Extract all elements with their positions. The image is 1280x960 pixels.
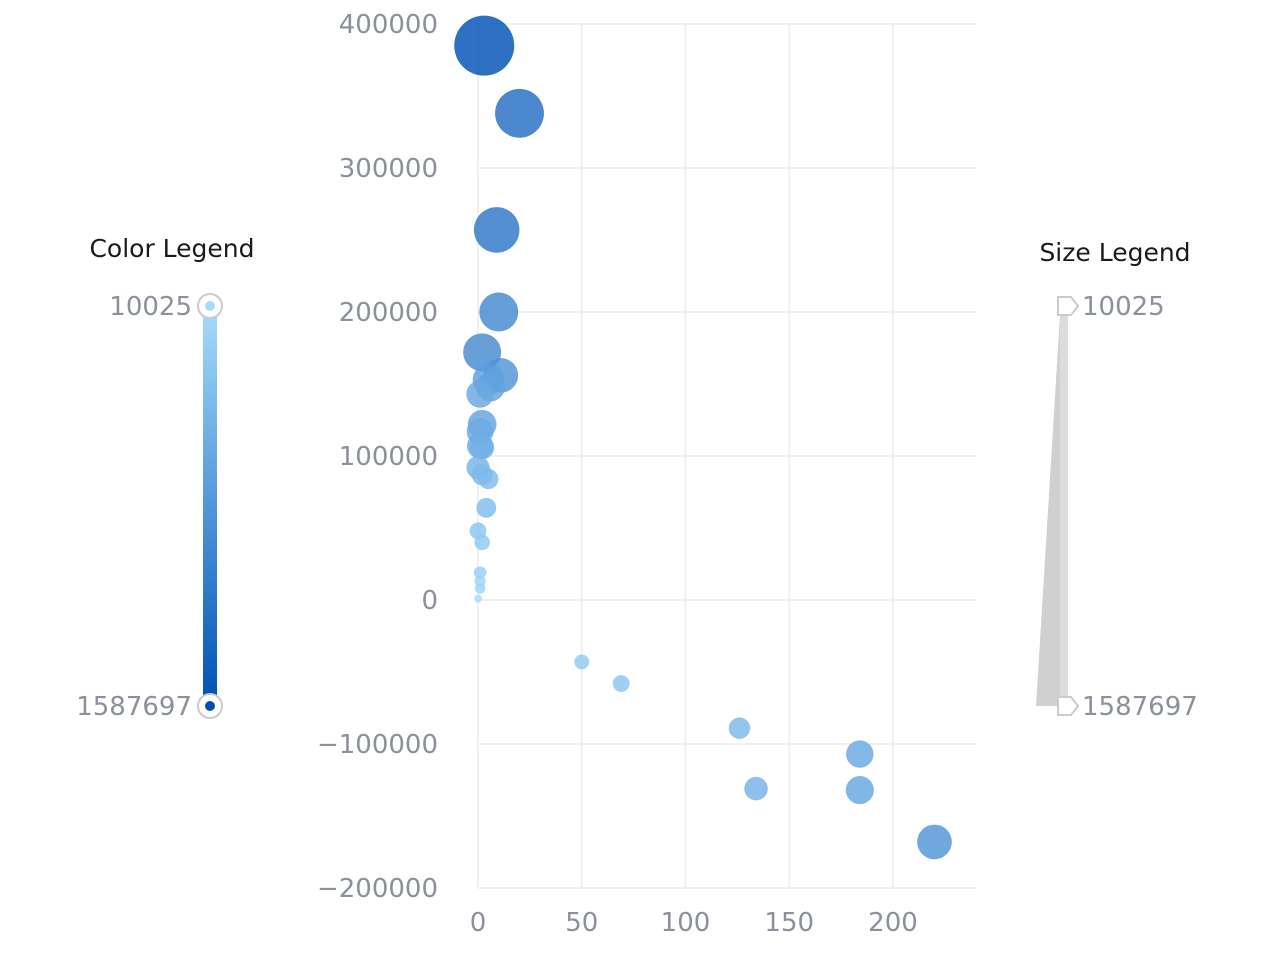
y-axis-ticks: 400000 300000 200000 100000 0 −100000 −200000 xyxy=(317,10,438,904)
x-tick-label: 100 xyxy=(661,908,711,938)
x-tick-label: 0 xyxy=(470,908,487,938)
color-legend-bar xyxy=(203,306,217,706)
y-tick-label: 0 xyxy=(421,586,438,616)
size-legend: Size Legend 10025 1587697 xyxy=(1036,238,1198,722)
y-tick-label: −100000 xyxy=(317,730,438,760)
y-tick-label: −200000 xyxy=(317,874,438,904)
data-points xyxy=(454,15,952,860)
data-point[interactable] xyxy=(846,740,874,768)
x-axis-ticks: 0 50 100 150 200 xyxy=(470,908,918,938)
data-point[interactable] xyxy=(470,435,495,460)
data-point[interactable] xyxy=(466,380,494,408)
color-legend-max-handle[interactable] xyxy=(197,693,223,719)
size-legend-max-label: 1587697 xyxy=(1082,692,1198,722)
data-point[interactable] xyxy=(495,88,544,138)
data-point[interactable] xyxy=(473,566,487,579)
data-point[interactable] xyxy=(476,497,497,518)
data-point[interactable] xyxy=(744,776,768,801)
data-point[interactable] xyxy=(612,675,630,692)
color-legend-min-handle[interactable] xyxy=(197,293,223,319)
size-legend-max-handle[interactable] xyxy=(1057,696,1080,716)
data-point[interactable] xyxy=(474,594,482,603)
grid-lines xyxy=(477,23,976,889)
data-point[interactable] xyxy=(845,776,874,805)
data-point[interactable] xyxy=(917,824,952,860)
x-tick-label: 50 xyxy=(565,908,598,938)
size-legend-title: Size Legend xyxy=(1039,238,1190,267)
data-point[interactable] xyxy=(454,15,515,76)
color-legend-title: Color Legend xyxy=(89,234,254,263)
data-point[interactable] xyxy=(473,207,520,253)
data-point[interactable] xyxy=(479,292,519,332)
x-tick-label: 200 xyxy=(868,908,918,938)
color-legend: Color Legend 10025 1587697 xyxy=(76,234,254,722)
y-tick-label: 200000 xyxy=(339,298,438,328)
data-point[interactable] xyxy=(474,534,490,551)
data-point[interactable] xyxy=(574,654,590,670)
data-point[interactable] xyxy=(478,468,499,490)
y-tick-label: 100000 xyxy=(339,442,438,472)
size-legend-min-handle[interactable] xyxy=(1057,296,1080,316)
color-legend-min-label: 10025 xyxy=(109,292,192,322)
size-legend-track xyxy=(1060,306,1068,706)
data-point[interactable] xyxy=(474,583,486,594)
color-legend-max-label: 1587697 xyxy=(76,692,192,722)
size-legend-min-label: 10025 xyxy=(1082,292,1165,322)
y-tick-label: 300000 xyxy=(339,154,438,184)
x-tick-label: 150 xyxy=(764,908,814,938)
data-point[interactable] xyxy=(728,717,751,739)
y-tick-label: 400000 xyxy=(339,10,438,40)
